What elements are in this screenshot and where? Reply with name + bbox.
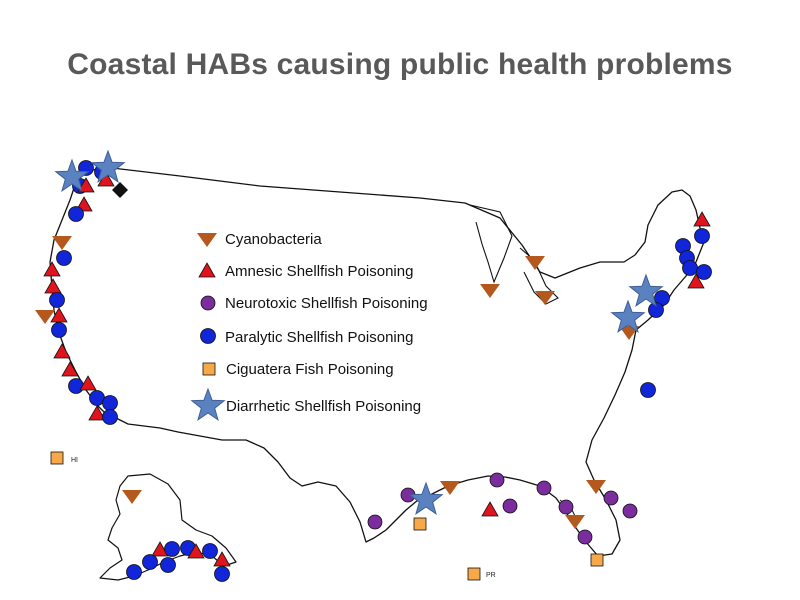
marker-ciguatera (50, 451, 64, 465)
marker-amnesic (88, 405, 106, 421)
marker-ciguatera (467, 567, 481, 581)
legend-label-paralytic: Paralytic Shellfish Poisoning (225, 329, 413, 346)
marker-cyanobacteria (525, 256, 545, 270)
marker-diarrhetic (610, 299, 646, 333)
markers-layer (35, 149, 712, 582)
marker-amnesic (44, 278, 62, 294)
legend-symbol-diarrhetic (190, 387, 226, 421)
marker-paralytic (694, 228, 710, 244)
marker-amnesic (50, 307, 68, 323)
marker-neurotoxic (536, 480, 552, 496)
legend-label-diarrhetic: Diarrhetic Shellfish Poisoning (226, 398, 421, 415)
territory-label-hi: HI (71, 457, 78, 464)
great-lakes-outline (469, 204, 559, 305)
territory-label-pr: PR (486, 572, 496, 579)
legend-symbol-cyanobacteria (197, 233, 217, 247)
marker-paralytic (202, 543, 218, 559)
legend-symbol-neurotoxic (200, 295, 216, 311)
legend-label-neurotoxic: Neurotoxic Shellfish Poisoning (225, 295, 428, 312)
marker-ciguatera (590, 553, 604, 567)
marker-amnesic (61, 361, 79, 377)
marker-amnesic (79, 375, 97, 391)
marker-paralytic (696, 264, 712, 280)
marker-cyanobacteria (35, 310, 55, 324)
marker-amnesic (187, 543, 205, 559)
marker-neurotoxic (558, 499, 574, 515)
marker-paralytic (640, 382, 656, 398)
marker-paralytic (126, 564, 142, 580)
legend-symbol-amnesic (198, 262, 216, 278)
marker-paralytic (142, 554, 158, 570)
marker-neurotoxic (622, 503, 638, 519)
marker-amnesic (151, 541, 169, 557)
legend-label-cyanobacteria: Cyanobacteria (225, 231, 322, 248)
marker-paralytic (214, 566, 230, 582)
legend-symbol-paralytic (200, 328, 216, 344)
marker-diarrhetic (54, 158, 90, 192)
marker-cyanobacteria (440, 481, 460, 495)
marker-paralytic (682, 260, 698, 276)
marker-diamond (112, 182, 128, 198)
marker-amnesic (53, 343, 71, 359)
marker-cyanobacteria (52, 236, 72, 250)
marker-paralytic (102, 409, 118, 425)
marker-paralytic (648, 302, 664, 318)
marker-ciguatera (413, 517, 427, 531)
marker-paralytic (49, 292, 65, 308)
marker-diarrhetic (90, 149, 126, 183)
marker-paralytic (160, 557, 176, 573)
marker-paralytic (164, 541, 180, 557)
marker-amnesic (481, 501, 499, 517)
marker-amnesic (687, 273, 705, 289)
marker-diarrhetic (408, 481, 444, 515)
legend-label-amnesic: Amnesic Shellfish Poisoning (225, 263, 413, 280)
marker-cyanobacteria (586, 480, 606, 494)
marker-paralytic (68, 378, 84, 394)
marker-cyanobacteria (122, 490, 142, 504)
marker-neurotoxic (367, 514, 383, 530)
legend-symbol-ciguatera (202, 362, 216, 376)
marker-neurotoxic (577, 529, 593, 545)
marker-paralytic (56, 250, 72, 266)
marker-paralytic (102, 395, 118, 411)
marker-cyanobacteria (480, 284, 500, 298)
legend: Cyanobacteria Amnesic Shellfish Poisoning… (190, 231, 428, 421)
marker-neurotoxic (502, 498, 518, 514)
legend-label-ciguatera: Ciguatera Fish Poisoning (226, 361, 394, 378)
marker-amnesic (77, 177, 95, 193)
marker-amnesic (43, 261, 61, 277)
marker-paralytic (68, 206, 84, 222)
marker-amnesic (693, 211, 711, 227)
marker-amnesic (213, 551, 231, 567)
marker-cyanobacteria (565, 515, 585, 529)
marker-neurotoxic (603, 490, 619, 506)
marker-diarrhetic (628, 273, 664, 307)
marker-neurotoxic (489, 472, 505, 488)
marker-cyanobacteria (535, 291, 555, 305)
marker-paralytic (51, 322, 67, 338)
page-title: Coastal HABs causing public health probl… (67, 48, 733, 81)
